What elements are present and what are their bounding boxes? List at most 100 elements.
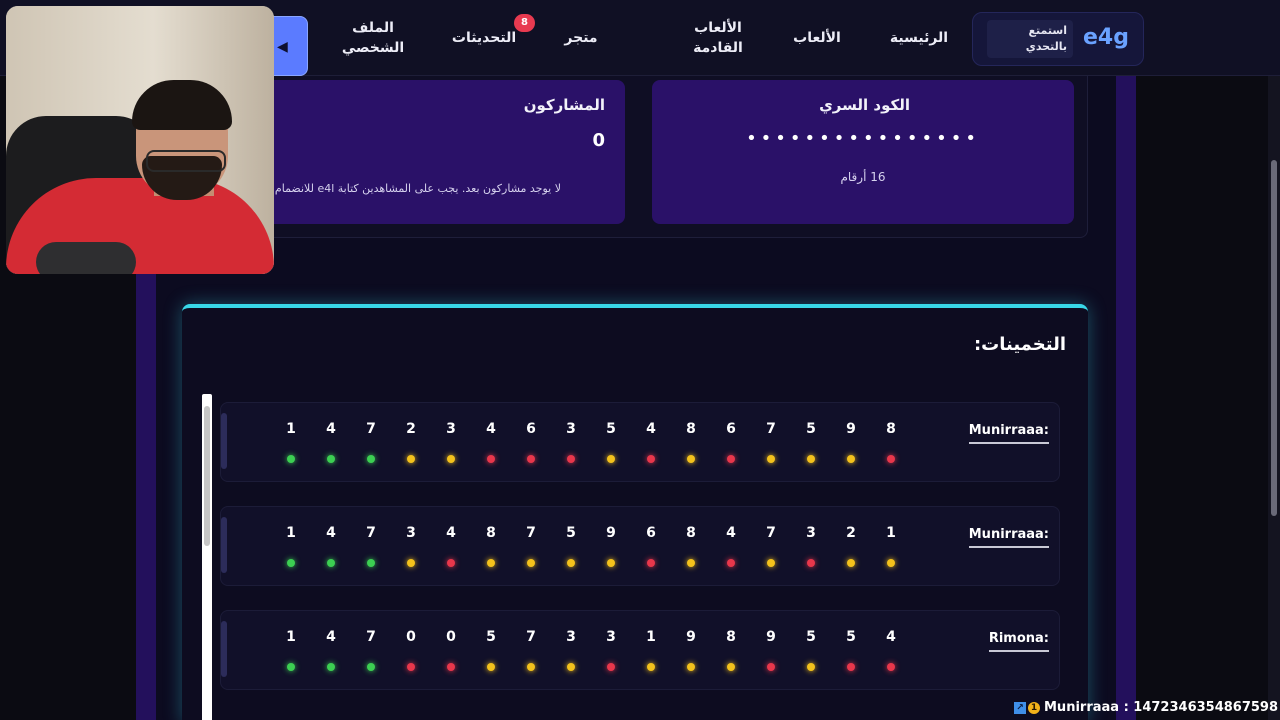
secret-code-mask: ••••••••••••••••	[746, 128, 980, 149]
guess-status-dot	[407, 559, 415, 567]
guess-status-dot	[487, 559, 495, 567]
guess-digit: 1	[646, 629, 656, 645]
guess-status-dot	[727, 559, 735, 567]
page-scrollbar[interactable]	[1268, 76, 1280, 720]
guess-status-dot	[527, 559, 535, 567]
guess-status-dot	[807, 559, 815, 567]
guess-row-accent	[221, 413, 227, 469]
guess-digit: 0	[406, 629, 416, 645]
guess-digit: 4	[646, 421, 656, 437]
webcam-microphone	[36, 242, 136, 274]
guess-digit: 4	[486, 421, 496, 437]
guess-digit: 4	[326, 629, 336, 645]
guess-status-dot	[807, 455, 815, 463]
guess-digit: 8	[486, 525, 496, 541]
guess-digit: 6	[726, 421, 736, 437]
guess-status-dot	[407, 455, 415, 463]
secret-code-title: الكود السري	[819, 96, 910, 114]
guess-status-dot	[447, 455, 455, 463]
guess-digit: 5	[806, 421, 816, 437]
guess-status-dot	[447, 663, 455, 671]
nav-challenges[interactable]: التحديثات	[451, 30, 517, 46]
guess-digit: 9	[686, 629, 696, 645]
guess-status-dot	[847, 663, 855, 671]
guess-digit: 5	[606, 421, 616, 437]
guess-status-dot	[367, 663, 375, 671]
guess-status-dot	[327, 455, 335, 463]
guess-status-dot	[567, 663, 575, 671]
guess-status-dot	[767, 559, 775, 567]
guess-status-dot	[607, 559, 615, 567]
guess-digit: 3	[446, 421, 456, 437]
guess-status-dot	[287, 559, 295, 567]
ticker-text: Munirraaa : 1472346354867598	[1044, 700, 1279, 715]
webcam-person-hair	[132, 80, 232, 130]
guess-status-dot	[687, 663, 695, 671]
guess-status-dot	[607, 663, 615, 671]
guess-digit: 7	[526, 525, 536, 541]
participants-count: 0	[592, 130, 605, 151]
guess-digit: 2	[846, 525, 856, 541]
guesses-scroll-thumb[interactable]	[204, 406, 210, 546]
guess-digit: 1	[286, 629, 296, 645]
guess-digit: 1	[286, 525, 296, 541]
nav-upcoming-games[interactable]: الألعاب القادمة	[693, 20, 743, 56]
guess-digit: 7	[366, 421, 376, 437]
guess-status-dot	[567, 455, 575, 463]
participants-note: لا يوجد مشاركون بعد. يجب على المشاهدين ك…	[274, 182, 561, 195]
megaphone-icon: ◀	[277, 39, 288, 55]
brand-logo[interactable]: e4g	[1083, 25, 1129, 50]
guess-digit: 9	[606, 525, 616, 541]
guess-digit: 4	[326, 421, 336, 437]
guess-status-dot	[887, 455, 895, 463]
guess-digit: 4	[726, 525, 736, 541]
guesses-heading: التخمينات:	[973, 334, 1066, 355]
guess-status-dot	[287, 455, 295, 463]
guess-status-dot	[847, 455, 855, 463]
participants-title: المشاركون	[523, 96, 605, 114]
guess-digit: 3	[606, 629, 616, 645]
nav-home[interactable]: الرئيسية	[889, 30, 949, 46]
guess-status-dot	[647, 559, 655, 567]
guess-digit: 6	[526, 421, 536, 437]
guess-digit: 7	[766, 525, 776, 541]
guess-status-dot	[487, 455, 495, 463]
guess-digit: 8	[686, 525, 696, 541]
guess-digit: 5	[846, 629, 856, 645]
nav-games[interactable]: الألعاب	[793, 30, 841, 46]
guess-status-dot	[367, 455, 375, 463]
guess-status-dot	[327, 559, 335, 567]
guess-status-dot	[807, 663, 815, 671]
guess-status-dot	[487, 663, 495, 671]
guess-digit: 4	[326, 525, 336, 541]
guess-row-accent	[221, 621, 227, 677]
nav-store[interactable]: متجر	[564, 30, 598, 46]
guess-digit: 9	[766, 629, 776, 645]
guess-status-dot	[527, 455, 535, 463]
guess-digit: 3	[566, 421, 576, 437]
rank-one-icon: 1	[1028, 701, 1040, 714]
guess-status-dot	[767, 455, 775, 463]
guess-status-dot	[567, 559, 575, 567]
guess-digit: 7	[766, 421, 776, 437]
guess-status-dot	[887, 663, 895, 671]
guess-digit: 3	[566, 629, 576, 645]
guess-digit: 4	[886, 629, 896, 645]
guess-digit: 1	[886, 525, 896, 541]
brand-box[interactable]: e4g استمتع بالتحدي	[972, 12, 1144, 66]
guess-row: Rimona: 1 4 7 0 0 5 7 3 3 1 9 8 9 5 5 4	[220, 610, 1060, 690]
guesses-scrollbar[interactable]	[202, 394, 212, 720]
guess-digit: 7	[526, 629, 536, 645]
guess-player-name: Rimona:	[988, 631, 1049, 652]
guess-digit: 7	[366, 629, 376, 645]
page-scroll-thumb[interactable]	[1271, 160, 1277, 516]
guess-digit: 8	[686, 421, 696, 437]
guess-digit: 8	[726, 629, 736, 645]
guess-digit: 9	[846, 421, 856, 437]
guess-status-dot	[287, 663, 295, 671]
guess-digit: 6	[646, 525, 656, 541]
nav-profile[interactable]: الملف الشخصي	[341, 20, 405, 56]
share-icon: ↗	[1014, 701, 1026, 714]
guess-status-dot	[647, 663, 655, 671]
guess-player-name: Munirraaa:	[968, 423, 1049, 444]
